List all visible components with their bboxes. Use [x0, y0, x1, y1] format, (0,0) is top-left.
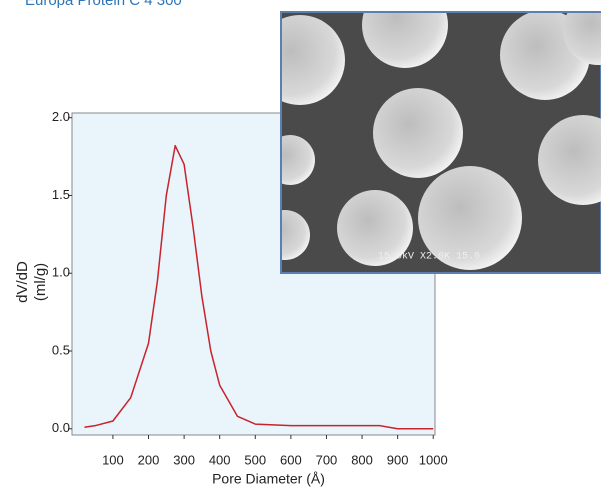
spheres [282, 13, 601, 270]
y-axis-label: (ml/g) [32, 263, 49, 301]
image-caption: 15.0kV X2.0K 15.0 [378, 251, 480, 263]
x-tick-label: 500 [244, 452, 266, 467]
sem-image: 15.0kV X2.0K 15.0 [280, 11, 601, 274]
data-line [84, 144, 434, 430]
y-tick-label: 2.0 [52, 109, 70, 124]
chart-title: Europa Protein C 4 300 [25, 0, 182, 9]
x-tick-label: 200 [138, 452, 160, 467]
x-tick-label: 400 [209, 452, 231, 467]
y-tick-label: 0.5 [52, 342, 70, 357]
y-axis-label: dV/dD [14, 261, 31, 303]
x-tick-label: 300 [173, 452, 195, 467]
x-tick-label: 600 [280, 452, 302, 467]
x-tick-label: 1000 [419, 452, 448, 467]
x-tick-label: 800 [351, 452, 373, 467]
x-tick-label: 700 [316, 452, 338, 467]
x-tick-label: 900 [387, 452, 409, 467]
y-tick-label: 1.5 [52, 187, 70, 202]
y-tick-label: 1.0 [52, 265, 70, 280]
x-tick-label: 100 [102, 452, 124, 467]
y-tick-label: 0.0 [52, 420, 70, 435]
x-axis-label: Pore Diameter (Å) [212, 471, 325, 487]
